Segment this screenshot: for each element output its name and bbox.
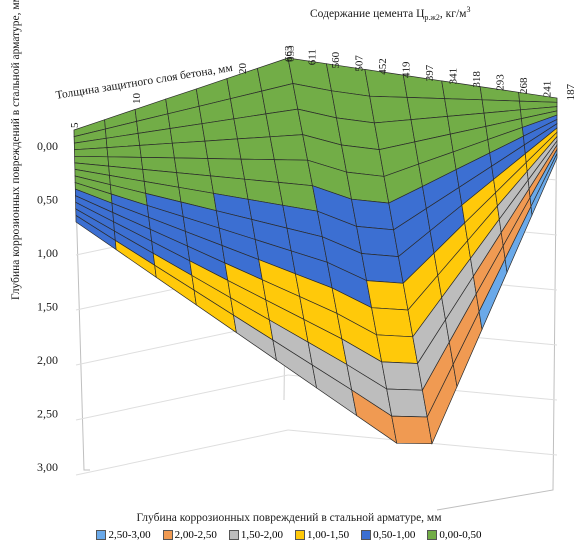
z-tick-label: 2,00 [37, 353, 58, 367]
z-tick-label: 0,00 [37, 139, 58, 153]
cement-tick-label: 341 [448, 68, 460, 85]
surface-cell [171, 140, 209, 159]
z-tick-label: 2,50 [37, 407, 58, 421]
surface-cell [386, 388, 428, 418]
surface-cell [361, 253, 404, 284]
z-tick-label: 1,00 [37, 246, 58, 260]
cement-tick-label-overlap: 653 [285, 45, 297, 62]
z-tick-label: 3,00 [37, 460, 58, 474]
cement-axis-title-sub: р.ж2 [424, 13, 440, 23]
surface-cell [269, 134, 309, 161]
z-tick-label: 1,50 [37, 300, 58, 314]
legend-label: 0,00-0,50 [439, 529, 482, 541]
surface-cell [341, 144, 385, 177]
cement-tick-label: 318 [471, 71, 483, 88]
cement-tick-label: 560 [330, 51, 342, 68]
legend-label: 0,50-1,00 [373, 529, 416, 541]
legend: 2,50-3,00 2,00-2,50 1,50-2,00 1,00-1,50 0,50… [0, 529, 578, 541]
legend-item: 2,50-3,00 [96, 529, 151, 541]
cement-tick-label: 419 [401, 61, 413, 78]
surface-cell [273, 159, 313, 187]
legend-swatch [295, 530, 305, 540]
legend-swatch [361, 530, 372, 540]
z-tick-label: 0,50 [37, 193, 58, 207]
cement-tick-label: 663 [283, 45, 295, 62]
surface-cell [240, 158, 279, 183]
legend-item: 1,00-1,50 [295, 529, 349, 541]
legend-item: 2,00-2,50 [162, 529, 217, 541]
z-axis-ticks: 0,00 0,50 1,00 1,50 2,00 2,50 3,00 [37, 139, 58, 474]
legend-swatch [96, 530, 107, 540]
legend-label: 2,00-2,50 [174, 529, 217, 541]
legend-label: 2,50-3,00 [108, 529, 151, 541]
surface-cell [369, 95, 412, 124]
surface-cell [406, 97, 448, 120]
cement-axis-title-unit: , кг/м [439, 7, 467, 20]
legend-swatch [228, 530, 239, 540]
legend-swatch [427, 530, 438, 540]
legend-swatch [162, 530, 173, 540]
legend-item: 0,00-0,50 [427, 529, 482, 541]
surface-cell [204, 138, 242, 160]
thickness-tick-label: 5 [69, 122, 81, 128]
cement-tick-label: 507 [354, 55, 366, 72]
surface-cell [237, 136, 275, 160]
cement-axis-title-sup: 3 [466, 5, 471, 14]
surface-cell [376, 334, 419, 364]
thickness-tick-label: 10 [131, 93, 143, 105]
surface-cell [356, 226, 399, 257]
legend-label: 1,50-2,00 [240, 529, 283, 541]
surface-cell [346, 171, 390, 204]
cement-tick-label: 268 [518, 77, 530, 94]
cement-tick-label: 397 [424, 64, 436, 81]
surface-cell [391, 415, 433, 445]
surface-cell [106, 145, 142, 158]
surface-cell [265, 108, 304, 138]
thickness-axis-ticks: 5 10 20 [69, 63, 249, 129]
surface-cell [366, 280, 409, 311]
thickness-tick-label: 20 [237, 63, 249, 75]
surface-cell [371, 307, 414, 338]
legend-item: 0,50-1,00 [361, 529, 415, 541]
cement-tick-label: 452 [377, 58, 389, 75]
cement-axis-ticks: 663 611 560 507 452 419 397 341 318 293 268 241 187 6… [283, 45, 577, 100]
surface-cell [530, 153, 558, 217]
legend-item: 1,50-2,00 [228, 529, 283, 541]
surface-plot [73, 57, 558, 445]
surface-cell [351, 198, 395, 231]
z-axis-title: Глубина коррозионных повреждений в сталь… [10, 0, 22, 300]
cement-tick-label: 187 [565, 83, 577, 100]
surface-cell [381, 361, 423, 391]
surface-cell [233, 113, 271, 140]
cement-tick-label: 293 [495, 74, 507, 91]
cement-axis-title: Содержание цемента Цр.ж2, кг/м3 [310, 5, 470, 22]
cement-tick-label: 241 [542, 81, 554, 98]
cement-axis-title-main: Содержание цемента Ц [310, 7, 425, 20]
surface-cell [139, 142, 175, 159]
legend-label: 1,00-1,50 [307, 529, 350, 541]
cement-tick-label: 611 [307, 49, 319, 65]
x-axis-title: Глубина коррозионных повреждений в сталь… [136, 512, 442, 524]
